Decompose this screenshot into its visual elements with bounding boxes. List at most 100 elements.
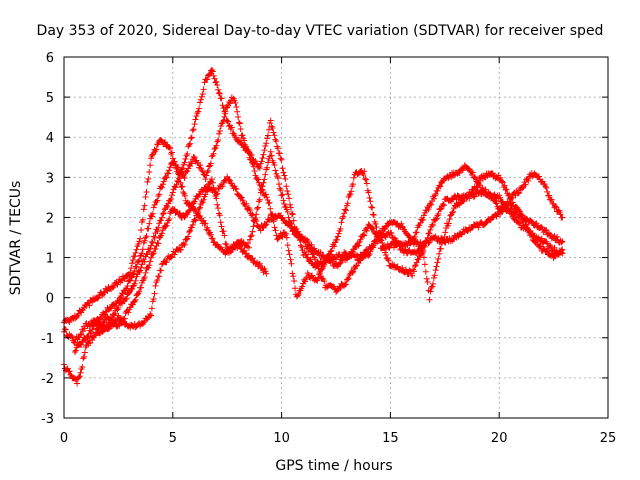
- data-point: [431, 272, 438, 279]
- data-point: [255, 261, 262, 268]
- data-point: [258, 158, 265, 165]
- data-point: [259, 186, 266, 193]
- data-point: [131, 298, 138, 305]
- data-point: [399, 264, 406, 271]
- data-point: [165, 217, 172, 224]
- data-point: [136, 257, 143, 264]
- data-point: [264, 164, 271, 171]
- data-point: [197, 161, 203, 168]
- data-point: [434, 259, 441, 266]
- data-point: [333, 288, 339, 295]
- data-point: [261, 176, 268, 183]
- data-point: [135, 240, 142, 247]
- data-point: [283, 234, 290, 241]
- data-point: [97, 315, 104, 322]
- data-point: [373, 224, 380, 231]
- data-point: [235, 114, 242, 121]
- data-point: [265, 159, 271, 166]
- data-point: [66, 368, 73, 375]
- data-point: [121, 315, 128, 322]
- data-point: [197, 99, 203, 106]
- data-point: [138, 284, 145, 291]
- data-point: [518, 212, 525, 219]
- data-point: [369, 204, 376, 211]
- data-point: [162, 173, 169, 180]
- data-point: [202, 176, 209, 183]
- data-point: [413, 259, 420, 266]
- data-point: [286, 195, 293, 202]
- y-tick-label: 6: [46, 51, 54, 66]
- data-point: [217, 123, 224, 130]
- data-point: [265, 126, 272, 133]
- data-point: [219, 183, 226, 190]
- data-point: [166, 167, 173, 174]
- data-point: [409, 272, 416, 279]
- data-point: [420, 248, 427, 255]
- data-point: [398, 220, 405, 227]
- data-point: [272, 167, 279, 174]
- data-point: [149, 210, 156, 217]
- y-axis-label: SDTVAR / TECUs: [8, 181, 24, 296]
- data-point: [312, 256, 319, 263]
- data-point: [543, 227, 550, 234]
- data-point: [437, 183, 444, 190]
- data-point: [141, 258, 148, 265]
- data-point: [132, 296, 139, 303]
- data-point: [133, 246, 140, 253]
- data-point: [493, 200, 500, 207]
- data-point: [215, 136, 222, 143]
- data-point: [157, 234, 164, 241]
- data-point: [169, 189, 176, 196]
- data-point: [211, 75, 218, 82]
- data-point: [244, 148, 251, 155]
- data-point: [450, 208, 457, 215]
- data-point: [76, 373, 83, 380]
- data-point: [522, 181, 529, 188]
- data-point: [155, 141, 162, 148]
- data-point: [136, 288, 143, 295]
- data-point: [543, 184, 550, 191]
- data-point: [411, 263, 418, 270]
- data-point: [344, 276, 351, 283]
- data-point: [129, 274, 135, 281]
- data-point: [77, 369, 84, 376]
- data-point: [179, 183, 186, 190]
- data-point: [430, 222, 437, 229]
- data-point: [267, 117, 274, 124]
- data-point: [437, 245, 444, 252]
- data-point: [162, 223, 169, 230]
- data-point: [179, 165, 186, 172]
- data-point: [263, 270, 270, 277]
- data-point: [365, 189, 372, 196]
- data-point: [185, 233, 192, 240]
- data-point: [360, 231, 367, 238]
- data-point: [147, 245, 154, 252]
- data-point: [342, 207, 349, 214]
- data-point: [272, 227, 279, 234]
- data-point: [221, 232, 228, 239]
- data-point: [349, 269, 356, 276]
- data-point: [144, 178, 151, 185]
- data-point: [145, 175, 152, 182]
- data-point: [289, 211, 296, 218]
- data-point: [369, 211, 376, 218]
- data-point: [218, 223, 225, 230]
- data-point: [82, 336, 89, 343]
- data-point: [221, 113, 228, 120]
- data-point: [522, 221, 529, 228]
- x-tick-label: 0: [60, 431, 68, 446]
- data-point: [194, 110, 201, 117]
- data-point: [335, 230, 342, 237]
- data-point: [70, 339, 77, 346]
- data-point: [265, 132, 271, 139]
- data-point: [410, 268, 417, 275]
- data-point: [338, 219, 345, 226]
- data-point: [196, 105, 203, 112]
- data-point: [188, 134, 195, 141]
- data-point: [233, 104, 240, 111]
- data-point: [498, 178, 505, 185]
- data-point: [333, 236, 340, 243]
- data-point: [478, 219, 485, 226]
- data-point: [427, 226, 434, 233]
- data-point: [215, 205, 222, 212]
